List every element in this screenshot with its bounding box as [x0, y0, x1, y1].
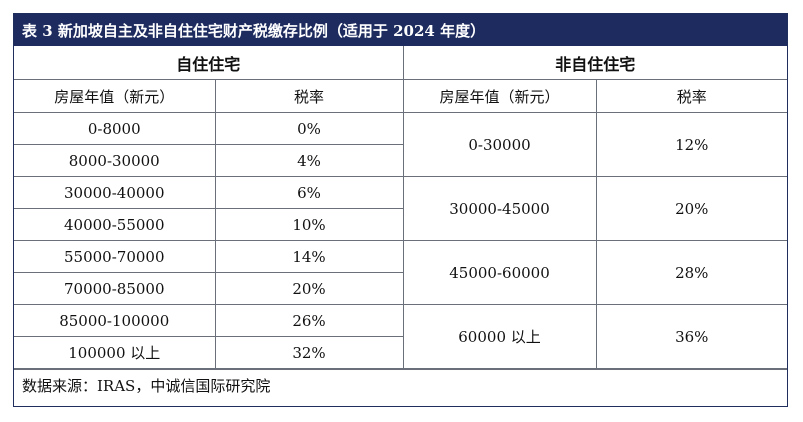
non-owner-range-cell: 60000 以上 [402, 304, 597, 369]
owner-group-header: 自住住宅 [14, 46, 404, 80]
owner-range-cell: 0-8000 [14, 112, 216, 145]
non-owner-rate-cell: 20% [595, 176, 788, 241]
owner-range-cell: 40000-55000 [14, 208, 216, 241]
owner-rate-cell: 26% [214, 304, 404, 337]
non-owner-rate-cell: 12% [595, 112, 788, 177]
table-row: 30000-40000 6% 30000-45000 20% [14, 176, 788, 241]
owner-value-header: 房屋年值（新元） [14, 79, 216, 113]
owner-range-cell: 30000-40000 [14, 176, 216, 209]
non-owner-value-header: 房屋年值（新元） [402, 79, 597, 113]
owner-rate-cell: 10% [214, 208, 404, 241]
owner-range-cell: 55000-70000 [14, 240, 216, 273]
owner-rate-cell: 4% [214, 144, 404, 177]
owner-range-cell: 8000-30000 [14, 144, 216, 177]
non-owner-rate-cell: 28% [595, 240, 788, 305]
owner-rate-cell: 20% [214, 272, 404, 305]
non-owner-rate-header: 税率 [595, 79, 788, 113]
owner-rate-header: 税率 [214, 79, 404, 113]
non-owner-rate-cell: 36% [595, 304, 788, 369]
owner-rate-cell: 6% [214, 176, 404, 209]
non-owner-group-header: 非自住住宅 [402, 46, 788, 80]
table-row: 100000 以上 32% [14, 336, 787, 369]
non-owner-range-cell: 0-30000 [402, 112, 597, 177]
table-row: 85000-100000 26% 60000 以上 36% [14, 304, 788, 369]
table-caption: 表 3 新加坡自主及非自住住宅财产税缴存比例（适用于 2024 年度） [14, 14, 787, 46]
source-note: 数据来源：IRAS，中诚信国际研究院 [14, 369, 787, 401]
non-owner-range-cell: 30000-45000 [402, 176, 597, 241]
owner-range-cell: 100000 以上 [14, 336, 216, 369]
table-row: 0-8000 0% 0-30000 12% [14, 112, 788, 177]
non-owner-range-cell: 45000-60000 [402, 240, 597, 305]
table-row: 55000-70000 14% 45000-60000 28% [14, 240, 788, 305]
owner-rate-cell: 0% [214, 112, 404, 145]
owner-range-cell: 85000-100000 [14, 304, 216, 337]
owner-rate-cell: 32% [214, 336, 404, 369]
owner-rate-cell: 14% [214, 240, 404, 273]
property-tax-table: 自住住宅 非自住住宅 房屋年值（新元） 税率 房屋年值（新元） 税率 0-800… [14, 46, 788, 369]
owner-range-cell: 70000-85000 [14, 272, 216, 305]
table-row: 8000-30000 4% [14, 144, 787, 177]
table-frame: 表 3 新加坡自主及非自住住宅财产税缴存比例（适用于 2024 年度） 自住住宅… [13, 13, 788, 407]
